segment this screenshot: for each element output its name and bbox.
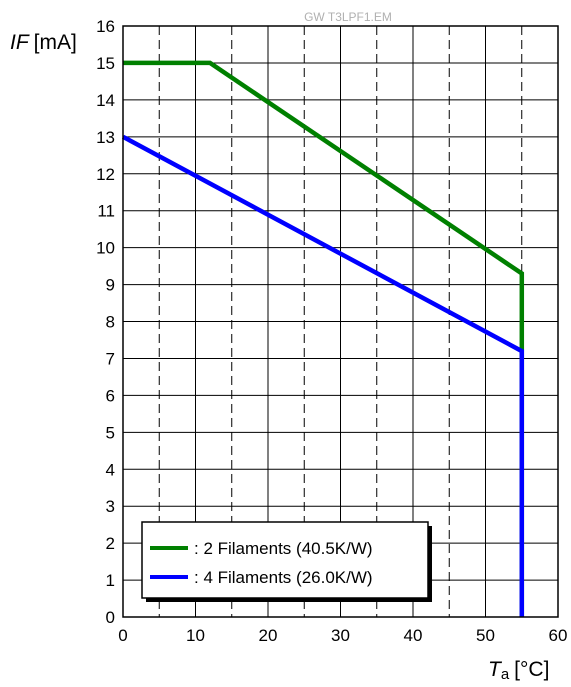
x-tick-label: 10 xyxy=(186,626,205,645)
legend-label-4-filaments: : 4 Filaments (26.0K/W) xyxy=(194,568,373,587)
y-tick-label: 6 xyxy=(106,386,115,405)
y-tick-label: 3 xyxy=(106,497,115,516)
y-tick-label: 15 xyxy=(96,54,115,73)
y-tick-label: 9 xyxy=(106,276,115,295)
legend: : 2 Filaments (40.5K/W) : 4 Filaments (2… xyxy=(142,522,432,602)
y-tick-label: 0 xyxy=(106,608,115,627)
x-tick-label: 60 xyxy=(549,626,568,645)
x-tick-label: 50 xyxy=(476,626,495,645)
y-axis-label-symbol: IF xyxy=(10,31,30,54)
y-tick-label: 5 xyxy=(106,423,115,442)
x-tick-label: 0 xyxy=(118,626,127,645)
y-tick-label: 2 xyxy=(106,534,115,553)
x-tick-label: 30 xyxy=(331,626,350,645)
y-tick-label: 11 xyxy=(97,202,115,221)
y-tick-label: 1 xyxy=(106,571,115,590)
x-tick-labels: 0 10 20 30 40 50 60 xyxy=(118,626,567,645)
x-tick-label: 40 xyxy=(404,626,423,645)
y-tick-label: 14 xyxy=(96,91,115,110)
y-axis-label-unit: [mA] xyxy=(34,31,77,54)
x-axis-label-unit: [°C] xyxy=(514,658,549,681)
y-tick-label: 12 xyxy=(96,165,115,184)
y-tick-label: 4 xyxy=(106,460,115,479)
y-tick-label: 16 xyxy=(96,17,115,36)
watermark-text: GW T3LPF1.EM xyxy=(304,10,392,24)
y-tick-label: 10 xyxy=(96,239,115,258)
y-axis-label: IF [mA] xyxy=(10,31,77,54)
legend-label-2-filaments: : 2 Filaments (40.5K/W) xyxy=(194,539,373,558)
x-axis-label-subscript: a xyxy=(501,666,510,683)
y-tick-label: 7 xyxy=(106,349,115,368)
y-tick-label: 13 xyxy=(96,128,115,147)
x-tick-label: 20 xyxy=(259,626,278,645)
x-axis-label: Ta [°C] xyxy=(488,658,549,683)
y-tick-label: 8 xyxy=(106,313,115,332)
